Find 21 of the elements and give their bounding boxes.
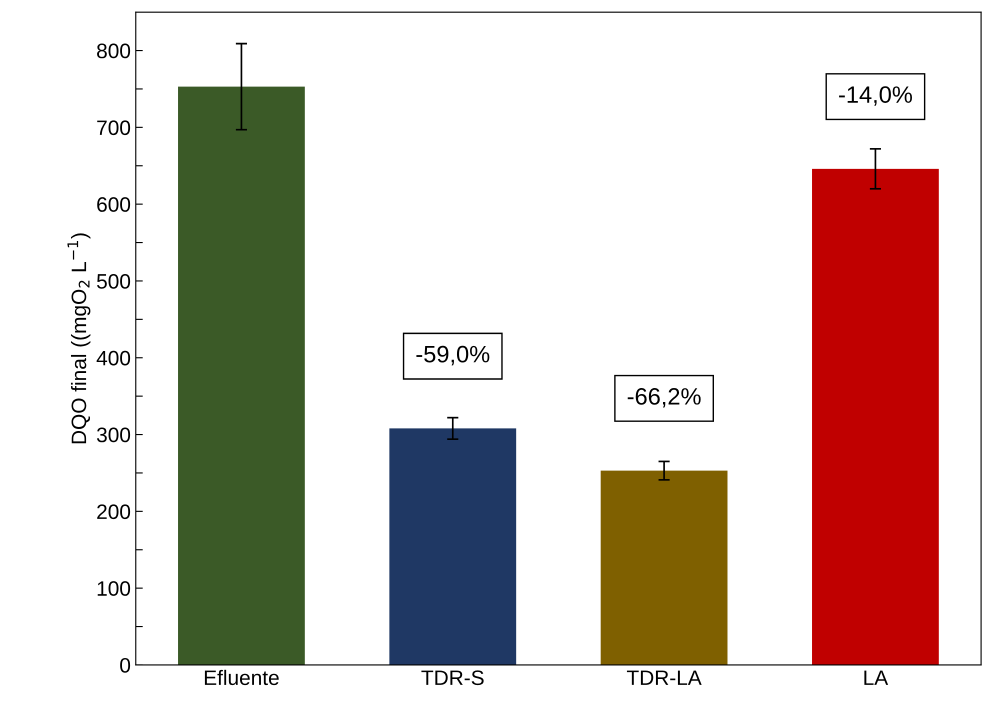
x-tick-label: Efluente [204,670,279,686]
y-tick-label: 700 [97,120,130,136]
y-tick-label: 200 [97,504,130,520]
y-tick-label: 400 [96,350,130,366]
x-tick-label: TDR-LA [626,670,702,685]
annotation: -14,0% [839,86,912,106]
bar [600,470,728,665]
annotation: -66,2% [628,388,701,408]
x-tick-label: TDR-S [421,670,484,686]
annotation: -59,0% [416,346,490,366]
y-tick-label: 500 [96,274,130,289]
bar [389,428,516,665]
x-tick-label: LA [864,670,888,685]
y-tick-label: 0 [120,658,130,673]
bar [812,168,939,665]
y-tick-label: 100 [98,581,130,596]
y-tick-label: 600 [97,197,130,212]
y-axis-title: DQO final ((mgO$_{2}$ L$^{−1}$) [67,233,90,444]
bar [178,86,305,665]
y-tick-label: 800 [97,44,130,58]
y-tick-label: 300 [96,428,130,442]
